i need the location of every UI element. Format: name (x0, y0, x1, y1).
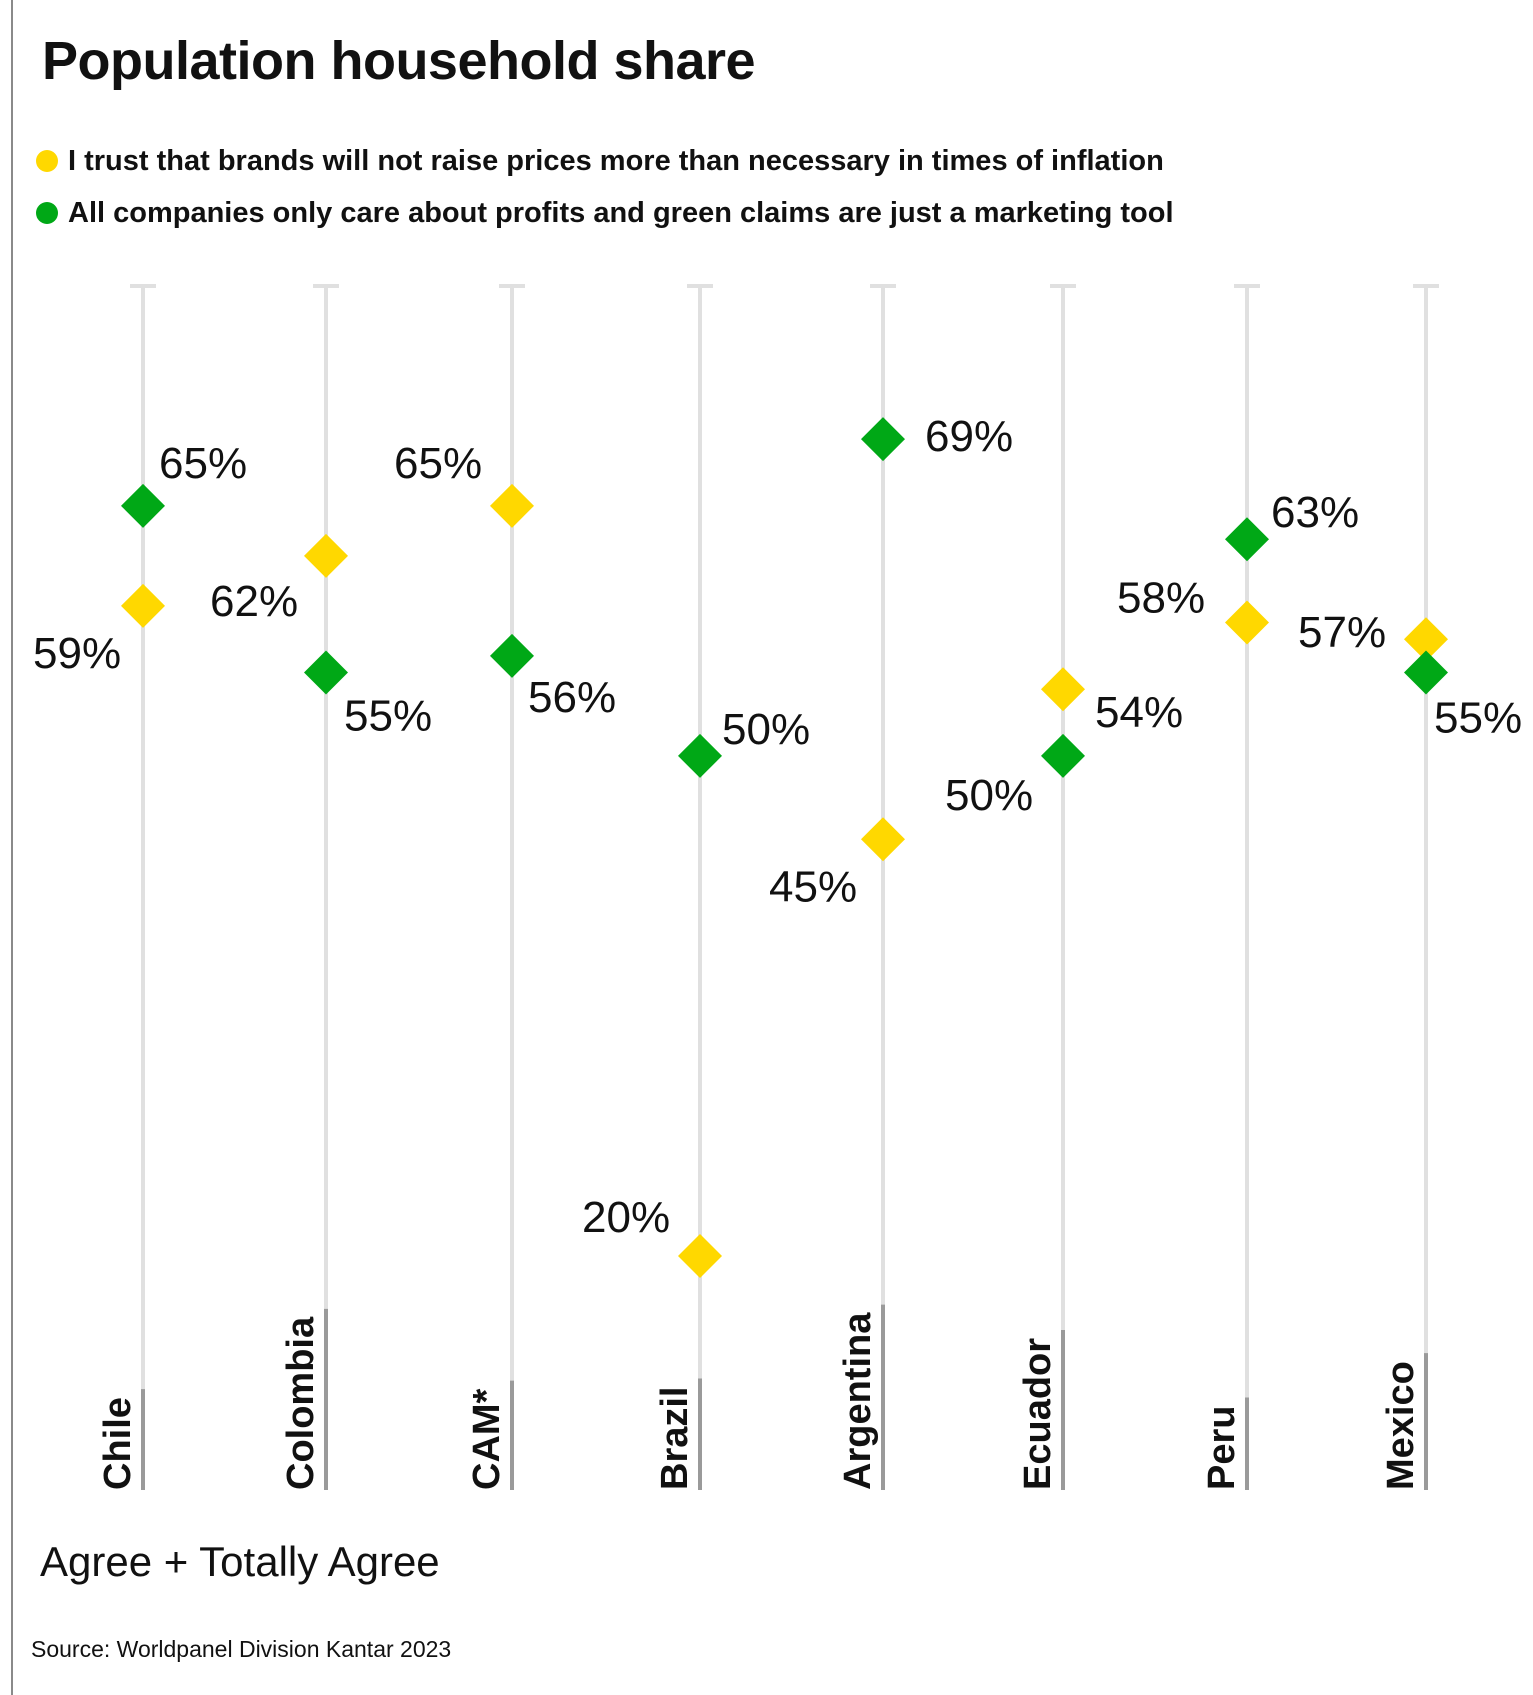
category-label: Peru (1201, 1406, 1243, 1490)
category-label: Colombia (280, 1316, 322, 1490)
profits-marker (1404, 650, 1448, 695)
data-label: 54% (1095, 688, 1183, 737)
category-label: Chile (97, 1397, 139, 1490)
category-label: Argentina (837, 1312, 879, 1490)
category-label: CAM* (466, 1388, 508, 1490)
profits-marker (861, 417, 905, 462)
data-label: 65% (394, 439, 482, 488)
profits-marker (304, 650, 348, 695)
legend-label: All companies only care about profits an… (68, 196, 1174, 229)
trust-marker (1225, 600, 1269, 645)
data-label: 50% (945, 771, 1033, 820)
legend-item-trust-brands: I trust that brands will not raise price… (36, 135, 1174, 187)
data-label: 56% (528, 673, 616, 722)
category-label: Mexico (1380, 1361, 1422, 1490)
category-label: Brazil (654, 1387, 696, 1490)
data-label: 20% (582, 1193, 670, 1242)
data-label: 55% (344, 692, 432, 741)
data-label: 63% (1271, 488, 1359, 537)
chart-title: Population household share (42, 31, 756, 91)
profits-marker (121, 483, 165, 528)
legend-green-dot-icon (36, 202, 58, 224)
profits-marker (678, 733, 722, 778)
profits-marker (1041, 733, 1085, 778)
profits-marker (1225, 517, 1269, 562)
data-label: 57% (1298, 608, 1386, 657)
left-border-rule (11, 0, 13, 1695)
data-label: 65% (159, 439, 247, 488)
profits-marker (490, 633, 534, 678)
trust-marker (490, 483, 534, 528)
trust-marker (1404, 617, 1448, 662)
data-label: 55% (1434, 694, 1522, 743)
data-label: 69% (925, 412, 1013, 461)
trust-marker (678, 1234, 722, 1278)
legend-yellow-dot-icon (36, 150, 58, 172)
trust-marker (121, 583, 165, 628)
data-label: 59% (33, 629, 121, 678)
data-label: 62% (210, 577, 298, 626)
trust-marker (861, 817, 905, 862)
legend-item-profits-green-claims: All companies only care about profits an… (36, 187, 1174, 239)
source-note: Source: Worldpanel Division Kantar 2023 (31, 1636, 452, 1662)
legend: I trust that brands will not raise price… (36, 135, 1174, 239)
category-label: Ecuador (1017, 1338, 1059, 1490)
data-label: 58% (1117, 574, 1205, 623)
trust-marker (1041, 667, 1085, 712)
data-label: 45% (769, 862, 857, 911)
chart-subtitle: Agree + Totally Agree (40, 1538, 440, 1585)
data-label: 50% (722, 705, 810, 754)
trust-marker (304, 533, 348, 578)
legend-label: I trust that brands will not raise price… (68, 144, 1164, 177)
